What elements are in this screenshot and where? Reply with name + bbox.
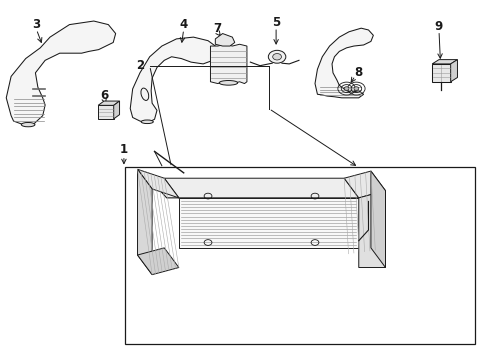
Text: 4: 4 xyxy=(179,18,187,31)
Polygon shape xyxy=(137,169,179,198)
Text: 6: 6 xyxy=(100,89,108,102)
Text: 9: 9 xyxy=(434,20,442,33)
Polygon shape xyxy=(137,169,152,275)
Bar xyxy=(431,64,450,82)
Polygon shape xyxy=(152,182,375,198)
Circle shape xyxy=(353,87,358,90)
Polygon shape xyxy=(137,248,179,275)
Polygon shape xyxy=(431,60,457,64)
Polygon shape xyxy=(314,28,372,98)
Polygon shape xyxy=(98,101,119,105)
Text: 7: 7 xyxy=(213,22,222,35)
Polygon shape xyxy=(130,37,217,123)
Polygon shape xyxy=(114,101,119,119)
Bar xyxy=(98,105,114,119)
Text: 8: 8 xyxy=(354,66,362,79)
Polygon shape xyxy=(344,171,385,198)
Polygon shape xyxy=(6,21,116,125)
Text: 5: 5 xyxy=(271,15,280,28)
Polygon shape xyxy=(164,178,358,198)
Text: 1: 1 xyxy=(120,143,128,156)
Ellipse shape xyxy=(21,122,35,127)
Polygon shape xyxy=(370,171,385,267)
Polygon shape xyxy=(358,191,385,267)
Polygon shape xyxy=(210,44,246,84)
Polygon shape xyxy=(215,33,234,46)
Circle shape xyxy=(268,50,285,63)
Ellipse shape xyxy=(141,120,153,123)
Circle shape xyxy=(344,87,348,90)
Ellipse shape xyxy=(219,81,237,85)
Polygon shape xyxy=(179,198,358,248)
Bar xyxy=(125,167,474,344)
Text: 3: 3 xyxy=(32,18,41,31)
Circle shape xyxy=(272,54,281,60)
Text: 2: 2 xyxy=(136,59,144,72)
Polygon shape xyxy=(450,60,457,82)
